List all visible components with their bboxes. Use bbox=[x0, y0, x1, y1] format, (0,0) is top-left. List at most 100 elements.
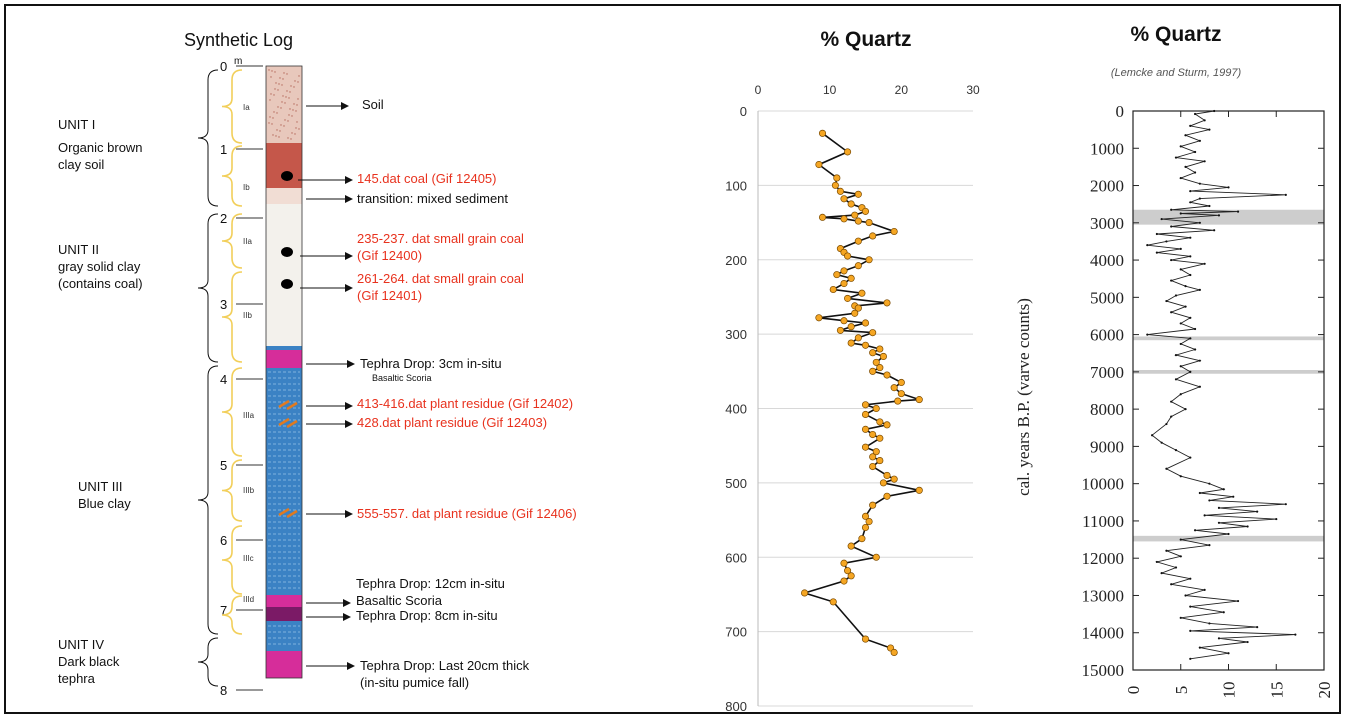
chart-right-y-tick: 0 bbox=[1116, 102, 1125, 121]
unit-iii-label: UNIT III Blue clay bbox=[78, 479, 131, 511]
chart-right-point bbox=[1184, 134, 1187, 137]
soil-speckle bbox=[298, 75, 300, 77]
soil-speckle bbox=[298, 128, 300, 130]
chart-middle-point bbox=[854, 304, 862, 312]
chart-right-point bbox=[1189, 657, 1192, 660]
chart-middle-point bbox=[897, 378, 905, 387]
chart-right-point bbox=[1170, 208, 1173, 211]
figure-canvas: Synthetic Log m 0 1 2 3 4 5 6 7 8 UNIT I Organic… bbox=[58, 23, 1334, 714]
chart-right-y-tick: 7000 bbox=[1090, 363, 1124, 382]
chart-right-x-tick: 0 bbox=[1124, 686, 1143, 695]
chart-middle-point bbox=[847, 339, 855, 347]
chart-right-shaded-bands bbox=[1133, 209, 1324, 542]
chart-middle-point bbox=[851, 211, 859, 219]
chart-right-point bbox=[1179, 145, 1182, 148]
chart-right-point bbox=[1189, 577, 1192, 580]
chart-right-x-tick: 15 bbox=[1267, 682, 1286, 699]
log-brackets bbox=[197, 69, 243, 687]
chart-middle-point bbox=[872, 448, 880, 456]
chart-middle-point bbox=[861, 401, 870, 409]
depth-tick-label: 4 bbox=[220, 372, 227, 387]
soil-speckle bbox=[285, 96, 287, 98]
chart-right-point bbox=[1165, 549, 1168, 552]
subunit-bracket bbox=[221, 145, 243, 207]
chart-right-point bbox=[1198, 197, 1201, 200]
chart-right-point bbox=[1222, 488, 1225, 491]
soil-speckle bbox=[290, 138, 292, 140]
chart-right-point bbox=[1203, 160, 1206, 163]
chart-right-point bbox=[1208, 128, 1211, 131]
depth-tick-label: 2 bbox=[220, 211, 227, 226]
soil-speckle bbox=[282, 78, 284, 80]
chart-middle-point bbox=[869, 367, 877, 375]
subunit-bracket bbox=[221, 367, 243, 457]
soil-speckle bbox=[277, 89, 279, 91]
soil-speckle bbox=[274, 71, 276, 73]
chart-middle-point bbox=[869, 453, 877, 461]
chart-right-point bbox=[1203, 588, 1206, 591]
soil-speckle bbox=[292, 109, 294, 111]
chart-middle-point bbox=[847, 542, 855, 550]
blue-clay-thin-layer bbox=[266, 346, 302, 350]
soil-speckle bbox=[297, 81, 299, 83]
chart-right-x-tick: 10 bbox=[1220, 682, 1239, 699]
chart-middle-point bbox=[869, 430, 877, 439]
chart-middle-point bbox=[861, 635, 870, 643]
chart-middle-y-tick: 700 bbox=[725, 625, 747, 640]
chart-right-point bbox=[1179, 365, 1182, 368]
chart-middle-point bbox=[840, 267, 848, 275]
chart-middle-point bbox=[861, 341, 870, 349]
chart-middle-gridlines bbox=[758, 110, 973, 707]
chart-middle-point bbox=[829, 598, 837, 606]
chart-right-point bbox=[1179, 342, 1182, 346]
chart-right-point bbox=[1160, 572, 1163, 575]
chart-right-point bbox=[1246, 640, 1249, 644]
chart-right-point bbox=[1151, 434, 1154, 437]
chart-right-point bbox=[1184, 165, 1187, 168]
chart-right-point bbox=[1208, 204, 1211, 208]
chart-middle-point bbox=[876, 418, 884, 426]
subunit-iiib-label: IIIb bbox=[243, 486, 255, 495]
chart-middle-y-tick: 500 bbox=[725, 476, 747, 491]
chart-middle-point bbox=[869, 232, 877, 240]
chart-middle-point bbox=[890, 384, 898, 392]
chart-middle-point bbox=[883, 492, 891, 500]
subunit-bracket bbox=[221, 271, 243, 363]
figure-frame: Synthetic Log m 0 1 2 3 4 5 6 7 8 UNIT I Organic… bbox=[4, 4, 1341, 714]
chart-middle-point bbox=[854, 334, 862, 342]
chart-middle-point bbox=[861, 512, 870, 520]
chart-middle-point bbox=[883, 371, 891, 379]
chart-right-point bbox=[1189, 337, 1192, 340]
chart-middle-point bbox=[897, 390, 905, 398]
soil-speckle bbox=[288, 97, 290, 99]
quartz-chart-right: % Quartz (Lemcke and Sturm, 1997) cal. y… bbox=[1014, 23, 1334, 699]
chart-middle-point bbox=[876, 345, 884, 353]
chart-right-y-tick: 1000 bbox=[1090, 139, 1124, 158]
chart-right-point bbox=[1179, 538, 1182, 541]
chart-middle-x-tick: 0 bbox=[755, 83, 762, 97]
chart-right-point bbox=[1184, 594, 1187, 597]
chart-middle-y-tick: 600 bbox=[725, 550, 747, 565]
soil-speckle bbox=[268, 122, 270, 124]
chart-right-point bbox=[1256, 510, 1259, 513]
chart-right-point bbox=[1170, 279, 1173, 282]
unit-ii-label: UNIT II gray solid clay (contains coal) bbox=[58, 242, 144, 291]
chart-middle-point bbox=[847, 274, 855, 282]
chart-right-point bbox=[1236, 599, 1240, 603]
chart-right-point bbox=[1155, 251, 1158, 254]
chart-right-point bbox=[1165, 240, 1168, 243]
log-depth-axis: 0 1 2 3 4 5 6 7 8 bbox=[220, 59, 263, 698]
annotation-tephra-8cm: Tephra Drop: 8cm in-situ bbox=[356, 608, 498, 623]
chart-middle-point bbox=[861, 523, 870, 532]
chart-right-point bbox=[1189, 201, 1192, 204]
chart-middle-point bbox=[815, 314, 823, 322]
soil-speckle bbox=[279, 77, 281, 79]
annotation-plant-413: 413-416.dat plant residue (Gif 12402) bbox=[357, 396, 573, 411]
soil-layer bbox=[266, 66, 302, 143]
chart-right-point bbox=[1208, 499, 1211, 502]
chart-right-point bbox=[1165, 467, 1168, 470]
synthetic-log-title: Synthetic Log bbox=[184, 30, 293, 50]
chart-right-point bbox=[1179, 176, 1182, 180]
chart-middle-point bbox=[865, 256, 873, 264]
soil-speckle bbox=[295, 110, 297, 112]
